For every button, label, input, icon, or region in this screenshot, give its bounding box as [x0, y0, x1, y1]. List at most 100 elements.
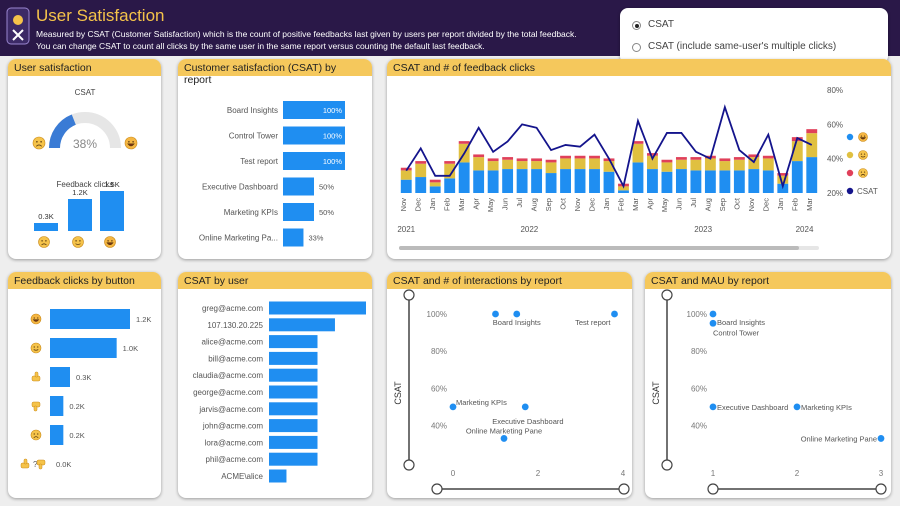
gold-feedback-bar[interactable]: [632, 143, 644, 163]
red-feedback-bar[interactable]: [675, 157, 687, 160]
scatter-point[interactable]: [611, 310, 618, 318]
red-feedback-bar[interactable]: [661, 159, 673, 163]
blue-feedback-bar[interactable]: [545, 173, 557, 193]
gold-feedback-bar[interactable]: [574, 158, 586, 170]
red-feedback-bar[interactable]: [589, 155, 600, 159]
blue-feedback-bar[interactable]: [400, 179, 412, 193]
red-feedback-bar[interactable]: [748, 154, 760, 158]
gold-feedback-bar[interactable]: [487, 161, 499, 171]
csat-user-bar[interactable]: [269, 419, 318, 433]
blue-feedback-bar[interactable]: [762, 170, 774, 193]
red-feedback-bar[interactable]: [560, 155, 571, 159]
gold-feedback-bar[interactable]: [647, 155, 658, 170]
scatter-point[interactable]: [513, 310, 521, 318]
red-feedback-bar[interactable]: [719, 158, 731, 162]
feedback-clicks-bar[interactable]: [34, 223, 58, 231]
gold-feedback-bar[interactable]: [733, 159, 745, 171]
red-feedback-bar[interactable]: [516, 158, 528, 162]
gold-feedback-bar[interactable]: [618, 186, 629, 191]
feedback-clicks-bar[interactable]: [100, 191, 124, 231]
csat-report-bar[interactable]: [283, 203, 314, 221]
gold-feedback-bar[interactable]: [560, 158, 571, 170]
scatter-point[interactable]: [492, 310, 499, 318]
scatter-point[interactable]: [449, 403, 457, 411]
blue-feedback-bar[interactable]: [531, 169, 543, 193]
blue-feedback-bar[interactable]: [516, 169, 528, 193]
blue-feedback-bar[interactable]: [704, 170, 716, 193]
scatter-point[interactable]: [521, 403, 529, 411]
y-range-handle-bottom[interactable]: [403, 459, 415, 471]
blue-feedback-bar[interactable]: [719, 170, 731, 193]
red-feedback-bar[interactable]: [777, 173, 789, 176]
csat-user-bar[interactable]: [269, 385, 318, 399]
csat-user-bar[interactable]: [269, 351, 318, 365]
red-feedback-bar[interactable]: [429, 179, 441, 183]
csat-user-bar[interactable]: [269, 301, 366, 315]
blue-feedback-bar[interactable]: [791, 161, 803, 193]
x-range-handle-left[interactable]: [431, 483, 443, 495]
blue-feedback-bar[interactable]: [632, 162, 644, 193]
gold-feedback-bar[interactable]: [762, 158, 774, 171]
clicks-button-bar[interactable]: [50, 396, 64, 416]
blue-feedback-bar[interactable]: [661, 171, 673, 193]
gold-feedback-bar[interactable]: [400, 170, 412, 180]
clicks-button-bar[interactable]: [50, 367, 70, 387]
gold-feedback-bar[interactable]: [531, 161, 543, 170]
scatter-point[interactable]: [709, 319, 717, 327]
blue-feedback-bar[interactable]: [690, 170, 702, 193]
gold-feedback-bar[interactable]: [719, 161, 731, 171]
blue-feedback-bar[interactable]: [748, 169, 760, 193]
blue-feedback-bar[interactable]: [603, 171, 615, 193]
red-feedback-bar[interactable]: [458, 141, 470, 144]
csat-report-bar[interactable]: [283, 228, 304, 247]
red-feedback-bar[interactable]: [690, 157, 702, 160]
gold-feedback-bar[interactable]: [704, 158, 716, 171]
gold-feedback-bar[interactable]: [429, 182, 441, 187]
y-range-handle-bottom[interactable]: [661, 459, 673, 471]
x-range-handle-right[interactable]: [875, 483, 887, 495]
blue-feedback-bar[interactable]: [444, 178, 456, 193]
blue-feedback-bar[interactable]: [618, 190, 629, 193]
gold-feedback-bar[interactable]: [415, 163, 427, 178]
red-feedback-bar[interactable]: [473, 154, 485, 158]
blue-feedback-bar[interactable]: [589, 169, 600, 193]
csat-user-bar[interactable]: [269, 318, 335, 332]
red-feedback-bar[interactable]: [502, 157, 514, 160]
gold-feedback-bar[interactable]: [444, 163, 456, 179]
red-feedback-bar[interactable]: [415, 161, 427, 164]
gold-feedback-bar[interactable]: [502, 159, 514, 170]
gold-feedback-bar[interactable]: [603, 161, 615, 172]
blue-feedback-bar[interactable]: [473, 170, 485, 193]
radio-csat-multiple-clicks[interactable]: CSAT (include same-user's multiple click…: [632, 40, 882, 56]
blue-feedback-bar[interactable]: [806, 157, 818, 193]
gold-feedback-bar[interactable]: [791, 141, 803, 162]
gold-feedback-bar[interactable]: [516, 161, 528, 170]
csat-user-bar[interactable]: [269, 368, 318, 382]
scatter-point[interactable]: [877, 435, 885, 442]
radio-dot-selected[interactable]: [632, 21, 641, 30]
csat-line[interactable]: [405, 104, 813, 190]
blue-feedback-bar[interactable]: [502, 169, 514, 193]
scrollbar-thumb[interactable]: [399, 246, 799, 250]
csat-report-bar[interactable]: [283, 177, 314, 196]
red-feedback-bar[interactable]: [733, 157, 745, 160]
scatter-point[interactable]: [793, 403, 801, 411]
gold-feedback-bar[interactable]: [545, 162, 557, 174]
x-range-handle-left[interactable]: [707, 483, 719, 495]
gold-feedback-bar[interactable]: [589, 158, 600, 170]
csat-user-bar[interactable]: [269, 335, 318, 349]
clicks-button-bar[interactable]: [50, 309, 130, 329]
clicks-button-bar[interactable]: [50, 338, 117, 358]
red-feedback-bar[interactable]: [632, 141, 644, 144]
red-feedback-bar[interactable]: [531, 158, 543, 162]
red-feedback-bar[interactable]: [806, 129, 818, 134]
radio-csat[interactable]: CSAT: [632, 18, 882, 34]
red-feedback-bar[interactable]: [487, 158, 499, 162]
red-feedback-bar[interactable]: [574, 155, 586, 159]
gold-feedback-bar[interactable]: [675, 159, 687, 170]
csat-user-bar[interactable]: [269, 452, 318, 466]
blue-feedback-bar[interactable]: [415, 177, 427, 193]
clicks-button-bar[interactable]: [50, 425, 64, 445]
feedback-clicks-bar[interactable]: [68, 199, 92, 231]
csat-report-bar[interactable]: [283, 152, 345, 170]
